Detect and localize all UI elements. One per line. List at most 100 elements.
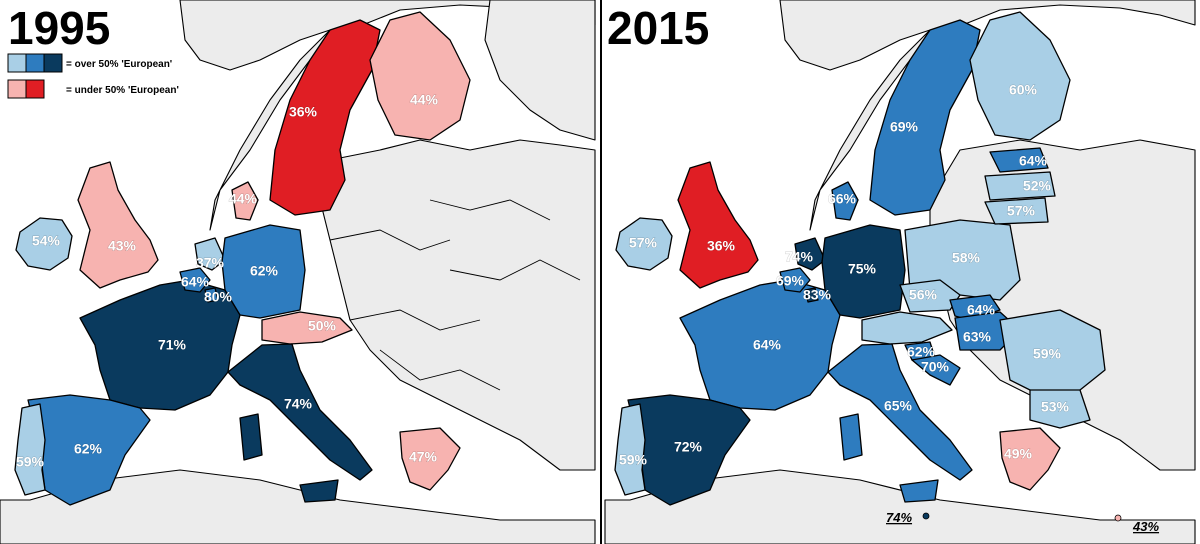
country-sicily [299, 479, 339, 503]
label-italy: 74% [284, 396, 313, 412]
label-ireland: 57% [629, 235, 658, 251]
north-africa-land [604, 469, 1196, 544]
legend-swatch-red-light [7, 79, 27, 99]
country-croatia [911, 354, 961, 386]
country-austria [261, 311, 353, 345]
label-bulgaria: 53% [1041, 399, 1070, 415]
country-denmark [831, 181, 859, 221]
country-belgium [779, 267, 811, 293]
legend-under-label: = under 50% 'European' [66, 85, 179, 96]
country-greece [999, 427, 1061, 491]
label-croatia: 70% [921, 359, 950, 375]
country-greece [399, 427, 461, 491]
legend-swatch-blue-mid [25, 53, 45, 73]
country-germany [821, 224, 906, 319]
label-greece: 47% [409, 449, 438, 465]
label-sweden: 69% [890, 119, 919, 135]
country-sicily [899, 479, 939, 503]
eastern-europe-land [319, 139, 596, 471]
label-france: 71% [158, 337, 187, 353]
map-panel-2015: 2015 57% 36% 69% 60% 66% 64% 52% 57% 58%… [604, 0, 1196, 544]
label-austria: 63% [963, 329, 992, 345]
country-estonia [989, 147, 1049, 173]
label-germany: 75% [848, 261, 877, 277]
label-cyprus: 43% [1132, 519, 1159, 534]
label-latvia: 52% [1023, 178, 1052, 194]
label-italy: 65% [884, 398, 913, 414]
north-africa-land [0, 469, 596, 544]
border-line [429, 199, 551, 221]
label-denmark: 66% [828, 191, 857, 207]
label-finland: 60% [1009, 82, 1038, 98]
label-france: 64% [753, 337, 782, 353]
country-finland [369, 11, 471, 141]
label-germany: 62% [250, 263, 279, 279]
label-ireland: 54% [32, 233, 61, 249]
country-uk [677, 161, 759, 289]
norway-land [179, 0, 596, 231]
border-line [349, 309, 481, 331]
country-netherlands [794, 237, 826, 271]
country-denmark [231, 181, 259, 221]
label-netherlands: 37% [196, 255, 225, 271]
legend: = over 50% 'European' = under 50% 'Europ… [7, 53, 179, 99]
label-belgium: 64% [181, 274, 210, 290]
country-portugal [614, 403, 646, 496]
panel-title-2015: 2015 [607, 2, 709, 54]
country-malta [922, 512, 930, 520]
label-spain: 72% [674, 439, 703, 455]
label-estonia: 64% [1019, 153, 1048, 169]
border-line [329, 229, 451, 251]
legend-swatch-blue-light [7, 53, 27, 73]
label-portugal: 59% [619, 452, 648, 468]
country-luxembourg [204, 287, 219, 303]
legend-over-label: = over 50% 'European' [66, 59, 172, 70]
russia-land [484, 0, 596, 141]
country-sardinia [239, 413, 263, 461]
label-lithuania: 57% [1007, 203, 1036, 219]
label-uk: 36% [707, 238, 736, 254]
norway-land [779, 0, 1196, 231]
country-finland [969, 11, 1071, 141]
country-ireland [615, 217, 673, 271]
country-austria [861, 311, 953, 345]
label-luxembourg: 80% [204, 289, 233, 305]
label-slovakia: 64% [967, 302, 996, 318]
label-belgium: 69% [776, 273, 805, 289]
map-panel-1995: 1995 = over 50% 'European' = under 50% '… [0, 0, 596, 544]
label-czechia: 56% [909, 287, 938, 303]
country-bulgaria [1029, 389, 1091, 429]
country-ireland [15, 217, 73, 271]
label-greece: 49% [1004, 446, 1033, 462]
label-denmark: 44% [229, 191, 258, 207]
label-netherlands: 74% [785, 249, 814, 265]
country-italy [827, 343, 973, 481]
country-borders-1995 [329, 199, 581, 391]
country-belgium [179, 267, 211, 293]
country-sardinia [839, 413, 863, 461]
label-malta: 74% [886, 510, 912, 525]
country-latvia [984, 171, 1056, 201]
panel-title-1995: 1995 [8, 2, 110, 54]
label-luxembourg: 83% [803, 287, 832, 303]
border-line [449, 259, 581, 281]
label-portugal: 59% [16, 454, 45, 470]
country-luxembourg [804, 287, 819, 303]
label-slovenia: 62% [907, 344, 936, 360]
legend-swatch-red-dark [25, 79, 45, 99]
country-netherlands [194, 237, 226, 271]
country-cyprus [1114, 514, 1122, 522]
label-sweden: 36% [289, 104, 318, 120]
label-austria: 50% [308, 318, 337, 334]
country-germany [221, 224, 306, 319]
label-poland: 58% [952, 250, 981, 266]
country-lithuania [984, 197, 1049, 225]
label-romania: 59% [1033, 346, 1062, 362]
legend-swatch-blue-dark [43, 53, 63, 73]
country-uk [77, 161, 159, 289]
border-line [379, 349, 501, 391]
country-portugal [14, 403, 46, 496]
country-italy [227, 343, 373, 481]
label-uk: 43% [108, 238, 137, 254]
